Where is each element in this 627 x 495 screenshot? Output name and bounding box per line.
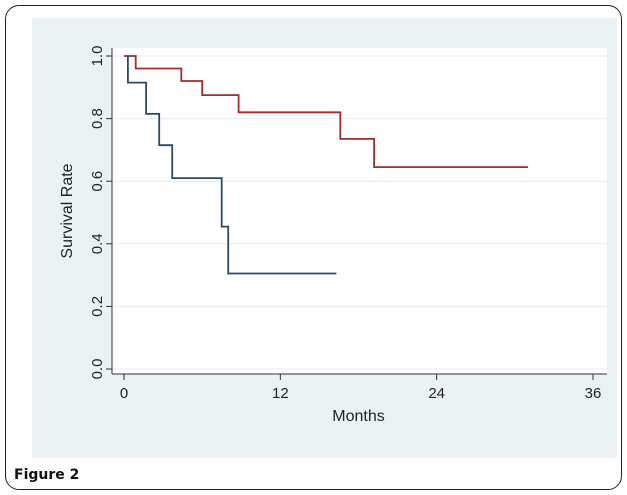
series-lines bbox=[124, 55, 528, 275]
y-tick-label: 0.6 bbox=[89, 171, 106, 192]
axis-labels: 0.0 0.2 0.4 0.6 0.8 1.0 0 12 24 36 Months Survival … bbox=[59, 46, 601, 425]
x-axis-title: Months bbox=[332, 408, 384, 425]
x-tick-label: 36 bbox=[585, 385, 602, 402]
x-tick-label: 0 bbox=[120, 385, 128, 402]
survival-chart: 0.0 0.2 0.4 0.6 0.8 1.0 0 12 24 36 Months Survival … bbox=[59, 46, 607, 425]
plot-region bbox=[112, 48, 607, 374]
figure-caption: Figure 2 bbox=[14, 467, 80, 483]
y-tick-label: 0.0 bbox=[89, 359, 106, 380]
survival-curve-2 bbox=[127, 56, 337, 275]
y-tick-label: 1.0 bbox=[89, 46, 106, 67]
y-tick-label: 0.4 bbox=[89, 233, 106, 254]
grid-lines bbox=[112, 48, 607, 374]
x-tick-label: 24 bbox=[428, 385, 445, 402]
figure-frame: 0.0 0.2 0.4 0.6 0.8 1.0 0 12 24 36 Months Survival … bbox=[5, 5, 622, 490]
axes bbox=[106, 48, 607, 380]
y-tick-label: 0.8 bbox=[89, 108, 106, 129]
x-tick-label: 12 bbox=[272, 385, 289, 402]
survival-curve-1 bbox=[124, 55, 528, 169]
chart-area: 0.0 0.2 0.4 0.6 0.8 1.0 0 12 24 36 Months Survival … bbox=[32, 18, 617, 458]
y-axis-title: Survival Rate bbox=[59, 163, 76, 258]
y-tick-label: 0.2 bbox=[89, 296, 106, 317]
